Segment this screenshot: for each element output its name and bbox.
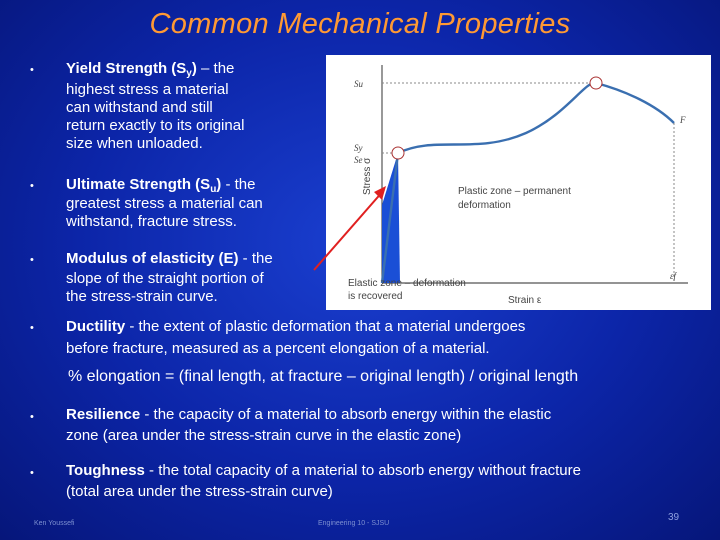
desc-line: highest stress a material xyxy=(66,81,229,98)
bullet-ductility: Ductility - the extent of plastic deform… xyxy=(66,318,525,336)
bullet-toughness: Toughness - the total capacity of a mate… xyxy=(66,462,581,480)
term-modulus: Modulus of elasticity (E) xyxy=(66,250,239,267)
elastic-zone-label: Elastic zone – deformation xyxy=(348,278,466,289)
term-separator: - the xyxy=(221,176,256,193)
desc-line: withstand, fracture stress. xyxy=(66,213,237,230)
desc-ductility: before fracture, measured as a percent e… xyxy=(66,340,490,358)
desc-modulus: slope of the straight portion of the str… xyxy=(66,270,264,306)
arrow-overlay xyxy=(313,186,386,271)
term-paren: ) xyxy=(216,176,222,193)
term-paren: ) xyxy=(191,60,197,77)
desc-line: zone (area under the stress-strain curve… xyxy=(66,427,462,444)
x-axis-label: Strain ε xyxy=(508,295,542,306)
bullet-yield-strength: Yield Strength (Sy) – the xyxy=(66,60,234,79)
desc-line: greatest stress a material can xyxy=(66,195,263,212)
term-separator: – the xyxy=(196,60,235,77)
stress-strain-diagram: Stress σ Strain ε Su Sy Se F εf Plastic … xyxy=(348,65,688,306)
label-se: Se xyxy=(354,155,363,165)
arrow-line xyxy=(313,189,385,271)
footer-author: Ken Youssefi xyxy=(34,520,75,527)
term-ductility: Ductility xyxy=(66,318,126,335)
term-separator: - the capacity of a material to absorb e… xyxy=(140,406,552,423)
term-separator: - the xyxy=(238,250,273,267)
desc-toughness: (total area under the stress-strain curv… xyxy=(66,483,333,501)
stress-strain-curve xyxy=(380,81,675,284)
yield-point-marker xyxy=(391,146,405,160)
page-number: 39 xyxy=(668,512,680,523)
desc-resilience: zone (area under the stress-strain curve… xyxy=(66,427,461,445)
bullet-marker: • xyxy=(30,467,34,479)
term-yield-strength: Yield Strength (S xyxy=(66,60,187,77)
desc-yield-strength: highest stress a material can withstand … xyxy=(66,81,244,153)
footer-course: Engineering 10 - SJSU xyxy=(318,520,390,527)
bullet-modulus: Modulus of elasticity (E) - the xyxy=(66,250,273,268)
bullet-marker: • xyxy=(30,254,34,266)
label-ef: εf xyxy=(670,271,678,281)
term-separator: - the total capacity of a material to ab… xyxy=(144,462,581,479)
bullet-marker: • xyxy=(30,64,34,76)
term-toughness: Toughness xyxy=(66,462,145,479)
bullet-marker: • xyxy=(30,322,34,334)
desc-line: before fracture, measured as a percent e… xyxy=(66,340,490,357)
plastic-zone-label-2: deformation xyxy=(458,200,511,211)
desc-line: size when unloaded. xyxy=(66,135,203,152)
elastic-zone-label-2: is recovered xyxy=(348,291,402,302)
bullet-marker: • xyxy=(30,411,34,423)
plastic-zone-label: Plastic zone – permanent xyxy=(458,186,571,197)
ultimate-point-marker xyxy=(589,76,603,90)
term-subscript: y xyxy=(186,68,192,79)
term-resilience: Resilience xyxy=(66,406,141,423)
stress-strain-figure: Stress σ Strain ε Su Sy Se F εf Plastic … xyxy=(326,55,711,310)
elongation-formula: % elongation = (final length, at fractur… xyxy=(68,368,579,385)
desc-line: the stress-strain curve. xyxy=(66,288,218,305)
label-su: Su xyxy=(354,79,364,89)
bullet-marker: • xyxy=(30,180,34,192)
desc-line: slope of the straight portion of xyxy=(66,270,264,287)
y-axis-label: Stress σ xyxy=(362,157,373,195)
slide-title: Common Mechanical Properties xyxy=(149,8,571,40)
term-subscript: u xyxy=(210,184,217,195)
label-f: F xyxy=(679,115,686,125)
desc-line: return exactly to its original xyxy=(66,117,245,134)
label-sy: Sy xyxy=(354,143,363,153)
desc-line: can withstand and still xyxy=(66,99,213,116)
arrow-head xyxy=(374,186,386,200)
bullet-ultimate-strength: Ultimate Strength (Su) - the xyxy=(66,176,255,195)
term-separator: - the extent of plastic deformation that… xyxy=(125,318,526,335)
term-ultimate-strength: Ultimate Strength (S xyxy=(66,176,211,193)
desc-line: (total area under the stress-strain curv… xyxy=(66,483,333,500)
desc-ultimate-strength: greatest stress a material can withstand… xyxy=(66,195,263,231)
bullet-resilience: Resilience - the capacity of a material … xyxy=(66,406,551,424)
